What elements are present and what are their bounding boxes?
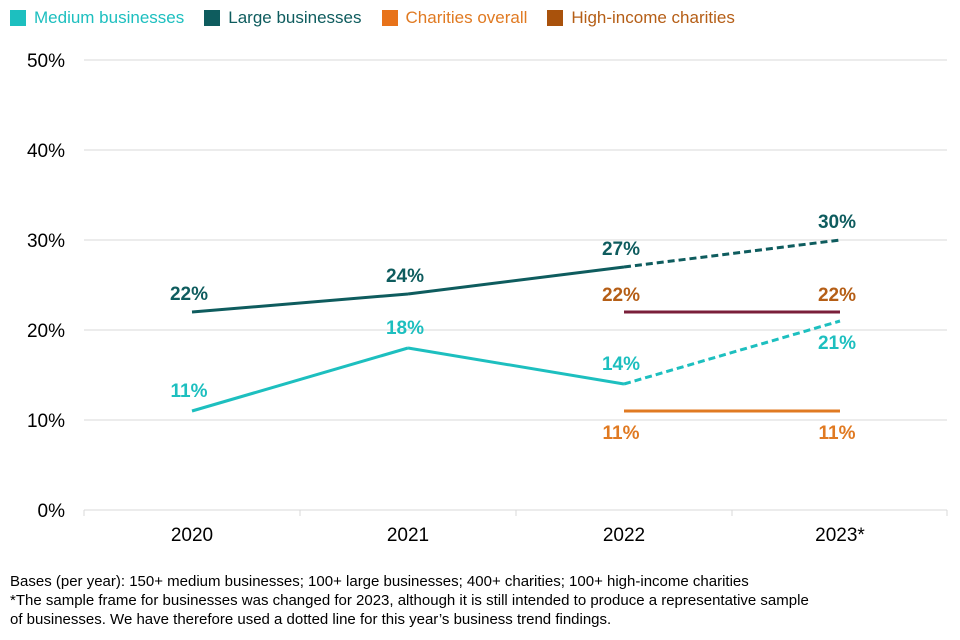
y-tick-label: 10% [27, 411, 65, 432]
data-label: 22% [602, 285, 640, 306]
y-tick-label: 30% [27, 231, 65, 252]
series-line-segment [623, 319, 841, 386]
y-tick-label: 20% [27, 321, 65, 342]
legend-swatch [10, 10, 26, 26]
legend-item: Charities overall [381, 8, 528, 28]
data-label: 11% [603, 423, 640, 444]
footnote-sample-frame: *The sample frame for businesses was cha… [10, 592, 809, 609]
y-tick-label: 0% [38, 501, 66, 522]
footnote-dotted-line: of businesses. We have therefore used a … [10, 611, 612, 628]
y-tick-label: 50% [27, 51, 65, 72]
series-line-segment [407, 265, 625, 296]
legend-label: Large businesses [228, 8, 362, 27]
legend-label: Medium businesses [34, 8, 185, 27]
legend-item: High-income charities [547, 8, 735, 28]
legend-swatch [381, 10, 398, 26]
data-label: 22% [818, 285, 856, 306]
data-label: 11% [819, 423, 856, 444]
footnote-bases: Bases (per year): 150+ medium businesses… [10, 573, 749, 590]
x-tick-label: 2021 [387, 525, 429, 546]
x-tick-label: 2023* [815, 525, 865, 546]
legend-swatch [547, 10, 564, 26]
data-label: 27% [602, 239, 640, 260]
footnotes: Bases (per year): 150+ medium businesses… [10, 572, 950, 629]
data-label: 18% [386, 318, 424, 339]
legend-item: Large businesses [204, 8, 362, 28]
data-label: 30% [818, 212, 856, 233]
legend-label: Charities overall [405, 8, 528, 27]
legend-swatch [204, 10, 221, 26]
data-label: 14% [602, 354, 640, 375]
series-line-segment [623, 238, 841, 269]
y-tick-label: 40% [27, 141, 65, 162]
series-line-segment [191, 346, 409, 413]
data-label: 21% [818, 333, 856, 354]
x-tick-label: 2022 [603, 525, 645, 546]
legend-label: High-income charities [571, 8, 735, 27]
chart-legend: Medium businesses Large businesses Chariti… [10, 6, 735, 30]
data-label: 11% [171, 381, 208, 402]
x-tick-label: 2020 [171, 525, 213, 546]
series-line-segment [407, 346, 625, 386]
series-line-segment [191, 292, 409, 314]
data-label: 24% [386, 266, 424, 287]
line-chart: 0% 10% 20% 30% 40% 50% 2020 2021 2022 2023* 11% 18%… [27, 51, 948, 546]
legend-item: Medium businesses [10, 8, 184, 28]
data-label: 22% [170, 284, 208, 305]
